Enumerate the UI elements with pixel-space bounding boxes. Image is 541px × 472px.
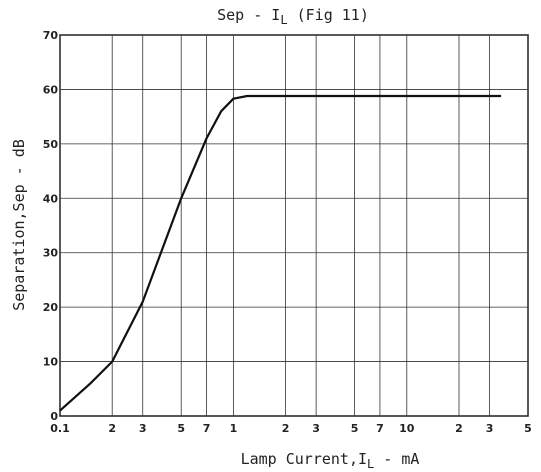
x-tick-label: 7 [203,422,211,435]
y-tick-label: 30 [43,247,59,260]
x-tick-label: 2 [108,422,116,435]
x-tick-label: 5 [351,422,359,435]
chart-title: Sep - IL (Fig 11) [217,6,369,27]
x-tick-label: 1 [230,422,238,435]
x-tick-label: 3 [139,422,147,435]
data-line [59,94,502,412]
y-tick-label: 10 [43,356,59,369]
x-axis-label: Lamp Current,IL - mA [241,450,420,471]
y-tick-label: 0 [50,410,58,423]
x-tick-label: 10 [399,422,415,435]
y-tick-label: 50 [43,138,59,151]
x-tick-label: 5 [524,422,532,435]
x-tick-label: 0.1 [50,422,70,435]
x-tick-label: 7 [376,422,384,435]
x-tick-label: 3 [486,422,494,435]
x-tick-label: 5 [177,422,185,435]
x-tick-label: 2 [282,422,290,435]
y-tick-label: 60 [43,83,59,96]
xlabel-subscript: L [367,457,374,471]
y-tick-label: 20 [43,301,59,314]
title-part: (Fig 11) [288,6,369,24]
y-tick-label: 40 [43,192,59,205]
y-axis-label: Separation,Sep - dB [10,139,28,311]
y-tick-label: 70 [43,29,59,42]
plot-frame [59,34,529,417]
xlabel-part: Lamp Current,I [241,450,367,468]
title-part: Sep - I [217,6,280,24]
x-tick-label: 3 [312,422,320,435]
title-subscript: L [280,13,287,27]
x-tick-label: 2 [455,422,463,435]
xlabel-part: - mA [374,450,419,468]
